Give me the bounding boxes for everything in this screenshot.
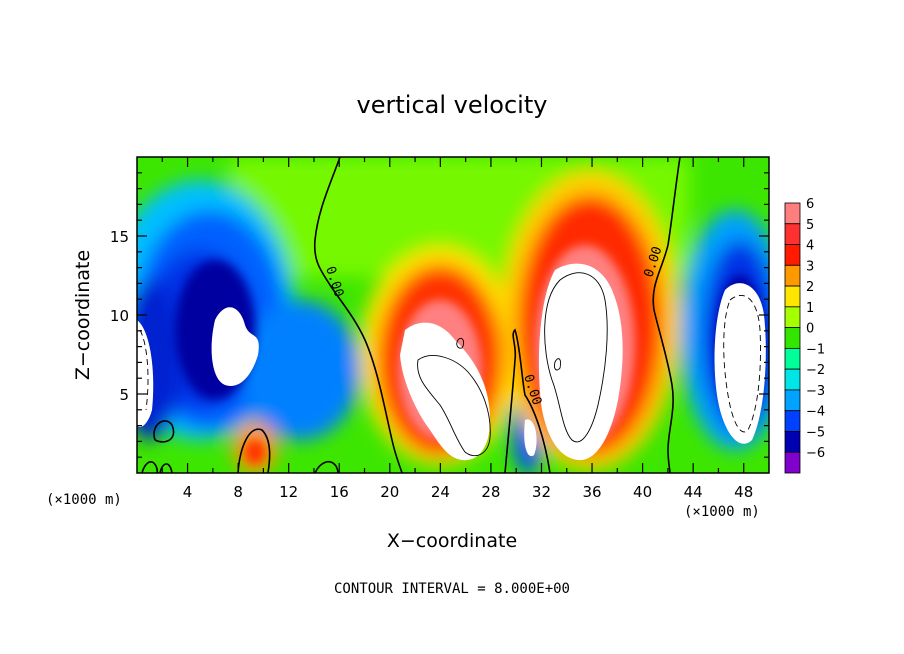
colorbar-label: 1 <box>806 301 814 316</box>
colorbar-label: 5 <box>806 218 814 233</box>
colorbar-label: −6 <box>806 446 825 461</box>
colorbar-label: 0 <box>806 322 814 337</box>
x-units-label: (×1000 m) <box>684 504 760 520</box>
plot-area: 0.00 0.00 0.00 <box>137 157 769 473</box>
colorbar-swatch <box>784 368 801 391</box>
x-tick-label: 4 <box>183 483 193 501</box>
colorbar-swatch <box>784 264 801 287</box>
y-tick-label: 15 <box>110 228 129 246</box>
x-tick-label: 12 <box>279 483 298 501</box>
colorbar-swatch <box>784 285 801 308</box>
y-axis: 5 10 15 <box>110 172 769 458</box>
chart-title: vertical velocity <box>357 91 548 119</box>
colorbar-label: −5 <box>806 425 825 440</box>
x-tick-label: 8 <box>233 483 243 501</box>
colorbar-label: −3 <box>806 384 825 399</box>
colorbar-label: 3 <box>806 259 814 274</box>
colorbar-swatch <box>784 410 801 432</box>
colorbar-swatch <box>784 306 801 329</box>
colorbar-swatch <box>784 389 801 412</box>
x-tick-label: 36 <box>582 483 601 501</box>
x-axis: 4 8 12 16 20 24 28 32 36 40 44 48 <box>161 157 753 501</box>
colorbar-swatch <box>784 451 801 474</box>
x-tick-label: 44 <box>684 483 703 501</box>
colorbar-label: 6 <box>806 197 814 212</box>
contour-interval-note: CONTOUR INTERVAL = 8.000E+00 <box>334 581 570 597</box>
colorbar-swatch <box>784 327 801 349</box>
colorbar-label: 4 <box>806 239 814 254</box>
x-tick-label: 32 <box>532 483 551 501</box>
colorbar-swatch <box>784 202 801 225</box>
colorbar-label: −1 <box>806 342 825 357</box>
colorbar-swatch <box>784 223 801 245</box>
colorbar-swatch <box>784 431 801 453</box>
y-tick-label: 5 <box>119 386 129 404</box>
y-tick-label: 10 <box>110 307 129 325</box>
contour-lines <box>141 157 681 473</box>
x-tick-label: 20 <box>380 483 399 501</box>
colorbar-swatch <box>784 347 801 370</box>
y-axis-label: Z−coordinate <box>72 250 94 380</box>
colorbar-label: 2 <box>806 280 814 295</box>
x-tick-label: 24 <box>431 483 450 501</box>
x-tick-label: 28 <box>481 483 500 501</box>
x-tick-label: 16 <box>330 483 349 501</box>
colorbar-label: −2 <box>806 363 825 378</box>
y-units-label: (×1000 m) <box>46 492 122 508</box>
colorbar-label: −4 <box>806 405 825 420</box>
x-tick-label: 40 <box>633 483 652 501</box>
x-tick-label: 48 <box>734 483 753 501</box>
colorbar: 6 5 4 3 2 1 0 −1 −2 −3 −4 −5 −6 <box>784 197 825 474</box>
colorbar-swatch <box>784 244 801 266</box>
x-axis-label: X−coordinate <box>387 530 517 552</box>
